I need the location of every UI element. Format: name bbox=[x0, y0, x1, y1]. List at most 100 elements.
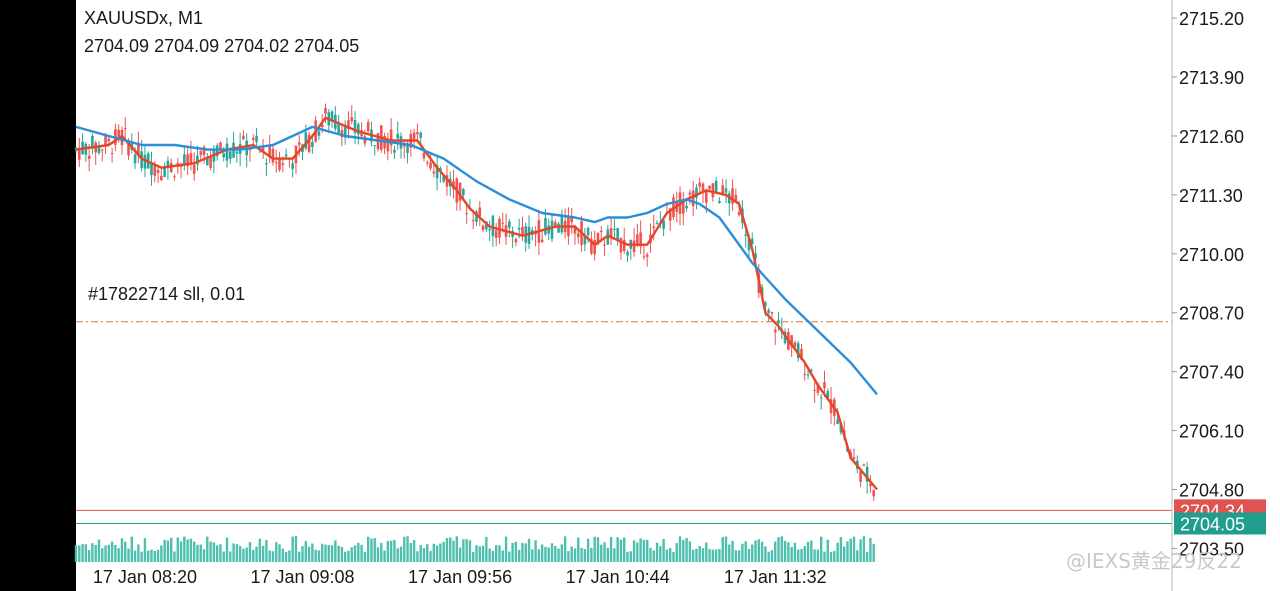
volume-bar bbox=[504, 536, 508, 562]
volume-bar bbox=[235, 544, 239, 562]
y-tick-label: 2707.40 bbox=[1179, 363, 1244, 383]
candle-body bbox=[107, 138, 111, 142]
volume-bar bbox=[419, 544, 422, 562]
ohlc-readout: 2704.09 2704.09 2704.02 2704.05 bbox=[84, 36, 360, 56]
candle-body bbox=[639, 232, 642, 247]
volume-bar bbox=[281, 548, 285, 562]
volume-bar bbox=[655, 542, 659, 562]
candle-body bbox=[613, 229, 616, 231]
volume-bar bbox=[452, 540, 455, 562]
candle-body bbox=[87, 155, 91, 159]
candle-body bbox=[708, 185, 711, 189]
volume-bar bbox=[343, 551, 347, 562]
volume-bar bbox=[383, 550, 386, 562]
candle-body bbox=[393, 149, 396, 153]
volume-bar bbox=[757, 539, 761, 562]
candle-body bbox=[127, 142, 130, 156]
volume-bar bbox=[501, 550, 504, 562]
candle-body bbox=[225, 143, 229, 161]
candle-body bbox=[501, 222, 505, 224]
candle-body bbox=[183, 154, 186, 165]
candle-body bbox=[209, 156, 212, 168]
chart-symbol-title: XAUUSDx, M1 bbox=[84, 8, 204, 28]
candle-body bbox=[767, 310, 770, 313]
candle-body bbox=[196, 155, 199, 165]
volume-bar bbox=[777, 537, 780, 562]
candle-body bbox=[488, 229, 491, 231]
candle-body bbox=[189, 153, 193, 163]
volume-bar bbox=[570, 546, 573, 562]
volume-bar bbox=[701, 548, 705, 562]
candle-body bbox=[682, 202, 685, 214]
candle-body bbox=[632, 240, 636, 253]
volume-bar bbox=[514, 541, 518, 562]
candle-body bbox=[514, 239, 518, 243]
candle-body bbox=[790, 335, 793, 347]
candle-body bbox=[721, 185, 725, 194]
moving-averages bbox=[75, 116, 878, 491]
candle-body bbox=[97, 145, 101, 154]
volume-bar bbox=[856, 550, 859, 562]
volume-bar bbox=[629, 551, 632, 562]
candle-body bbox=[737, 211, 741, 216]
volume-bar bbox=[537, 549, 541, 562]
volume-bar bbox=[124, 541, 127, 562]
volume-bar bbox=[517, 549, 521, 562]
volume-bar bbox=[872, 543, 875, 562]
price-axis[interactable] bbox=[1172, 0, 1280, 591]
candle-body bbox=[242, 135, 245, 140]
volume-bar bbox=[284, 551, 288, 562]
volume-bar bbox=[790, 547, 793, 562]
volume-bar bbox=[317, 550, 321, 562]
candle-body bbox=[862, 464, 866, 466]
volume-bar bbox=[787, 542, 790, 562]
candle-body bbox=[366, 122, 370, 132]
candle-body bbox=[744, 234, 747, 236]
candle-body bbox=[704, 190, 708, 203]
x-tick-label: 17 Jan 09:56 bbox=[408, 567, 512, 587]
candle-body bbox=[550, 220, 554, 239]
candle-body bbox=[622, 239, 626, 252]
order-line-label[interactable]: #17822714 sll, 0.01 bbox=[88, 284, 246, 304]
volume-bar bbox=[668, 548, 672, 562]
candle-body bbox=[645, 254, 649, 257]
volume-bar bbox=[357, 542, 360, 562]
candle-body bbox=[685, 205, 688, 209]
volume-bar bbox=[442, 541, 445, 562]
volume-bar bbox=[140, 551, 143, 562]
volume-bar bbox=[849, 538, 852, 562]
candle-body bbox=[747, 238, 751, 251]
candle-body bbox=[714, 180, 718, 193]
volume-bar bbox=[133, 550, 137, 562]
chart-area[interactable] bbox=[76, 0, 1172, 591]
volume-bar bbox=[593, 536, 596, 562]
candle-body bbox=[353, 119, 357, 133]
x-tick-label: 17 Jan 08:20 bbox=[93, 567, 197, 587]
volume-bar bbox=[534, 540, 537, 562]
y-tick-label: 2708.70 bbox=[1179, 304, 1244, 324]
candle-body bbox=[100, 149, 104, 151]
candle-body bbox=[153, 164, 157, 176]
volume-bar bbox=[429, 550, 432, 562]
volume-bar bbox=[117, 548, 120, 562]
ask-price-badge bbox=[1174, 512, 1266, 535]
candle-body bbox=[718, 201, 721, 203]
volume-bar bbox=[498, 545, 501, 562]
volume-bar bbox=[586, 538, 590, 562]
time-axis[interactable] bbox=[76, 562, 1172, 591]
volume-bar bbox=[179, 541, 183, 562]
volume-bar bbox=[173, 551, 176, 562]
candle-body bbox=[852, 457, 856, 459]
volume-bar bbox=[366, 536, 370, 562]
volume-bar bbox=[852, 536, 856, 562]
candle-body bbox=[573, 226, 577, 234]
volume-bar bbox=[494, 545, 498, 562]
volume-bar bbox=[724, 536, 728, 562]
candle-body bbox=[471, 219, 475, 221]
volume-bar bbox=[215, 545, 219, 562]
candle-body bbox=[560, 215, 564, 233]
volume-bar bbox=[491, 550, 495, 562]
candle-body bbox=[235, 151, 239, 154]
volume-bar bbox=[386, 540, 390, 562]
